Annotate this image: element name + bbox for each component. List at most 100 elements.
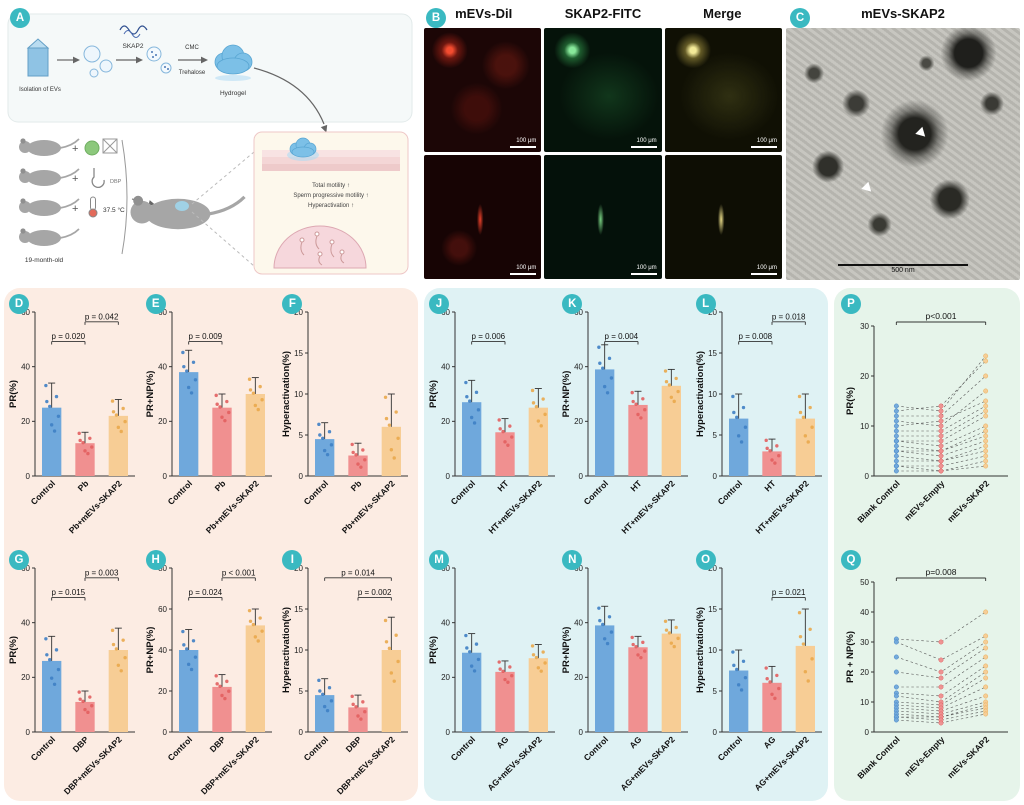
panel-n: N 0 20 40 60 PR+NP(%) Control AG AG+mEVs-SKAP2 — [559, 550, 692, 796]
svg-text:60: 60 — [441, 564, 450, 573]
svg-text:20: 20 — [441, 673, 450, 682]
svg-text:10: 10 — [708, 390, 717, 399]
svg-text:mEVs-SKAP2: mEVs-SKAP2 — [945, 734, 991, 780]
svg-text:PR(%): PR(%) — [845, 387, 856, 415]
svg-text:5: 5 — [712, 431, 717, 440]
svg-text:p = 0.024: p = 0.024 — [188, 588, 222, 597]
fluorescence-image-merge-row2: 100 μm — [664, 155, 782, 279]
mouse-icon — [18, 197, 80, 217]
pb-dbp-results-box: D 0 20 40 60 PR(%) Control Pb Pb+mEVs-SKAP2 p = … — [4, 288, 418, 801]
svg-text:p < 0.001: p < 0.001 — [222, 568, 256, 577]
svg-text:10: 10 — [860, 698, 869, 707]
fluorescence-image-fitc-row1: 100 μm — [544, 28, 662, 152]
svg-text:mEVs-Empty: mEVs-Empty — [902, 734, 946, 778]
panel-f: F 0 5 10 15 20 Hyperactivation(%) Control Pb Pb+… — [279, 294, 416, 540]
svg-text:15: 15 — [294, 349, 303, 358]
svg-text:60: 60 — [441, 308, 450, 317]
svg-text:Control: Control — [715, 734, 743, 762]
svg-text:Control: Control — [165, 734, 193, 762]
panel-label-p: P — [841, 294, 861, 314]
svg-text:DBP: DBP — [71, 734, 91, 754]
svg-text:Hyperactivation(%): Hyperactivation(%) — [695, 351, 706, 437]
panel-label-e: E — [145, 294, 166, 314]
svg-text:p = 0.014: p = 0.014 — [342, 568, 376, 577]
panel-label-k: K — [562, 294, 583, 314]
panel-c-tem: mEVs-SKAP2 500 nm — [786, 6, 1020, 282]
hydrogel-label: Hydrogel — [220, 90, 247, 97]
chart-q: 0 10 20 30 40 50 PR + NP(%) Blank Control mEVs-E… — [845, 567, 1008, 781]
lead-pellet-icon — [84, 140, 100, 156]
panel-i: I 0 5 10 15 20 Hyperactivation(%) Control DBP DB… — [279, 550, 416, 796]
plus-sign: + — [72, 203, 78, 215]
tissue-layer — [262, 157, 400, 164]
svg-text:40: 40 — [158, 646, 167, 655]
svg-text:20: 20 — [294, 308, 303, 317]
svg-text:40: 40 — [441, 618, 450, 627]
arrowhead-icon — [915, 126, 929, 141]
svg-text:40: 40 — [441, 362, 450, 371]
svg-text:p = 0.020: p = 0.020 — [52, 332, 86, 341]
svg-text:Hyperactivation(%): Hyperactivation(%) — [281, 351, 292, 437]
flow-box — [7, 13, 413, 123]
svg-text:40: 40 — [574, 362, 583, 371]
svg-text:mEVs-SKAP2: mEVs-SKAP2 — [945, 478, 991, 524]
svg-text:30: 30 — [860, 638, 869, 647]
panel-d: D 0 20 40 60 PR(%) Control Pb Pb+mEVs-SKAP2 p = … — [6, 294, 143, 540]
svg-text:Control: Control — [165, 478, 193, 506]
panel-m: M 0 20 40 60 PR(%) Control AG AG+mEVs-SKAP2 — [426, 550, 559, 796]
panel-j: J 0 20 40 60 PR(%) Control HT HT+mEVs-SKAP2 p = … — [426, 294, 559, 540]
svg-text:PR+NP(%): PR+NP(%) — [561, 627, 572, 674]
callout-line — [191, 211, 255, 267]
svg-text:DBP+mEVs-SKAP2: DBP+mEVs-SKAP2 — [62, 734, 124, 796]
fluorescence-grid: 100 μm 100 μm 100 μm 100 μm 100 μm 100 μ… — [424, 28, 782, 279]
scale-bar: 100 μm — [510, 265, 537, 275]
svg-text:0: 0 — [865, 472, 870, 481]
panel-label-m: M — [429, 550, 449, 570]
svg-text:60: 60 — [158, 605, 167, 614]
panel-p: P 0 10 20 30 PR(%) Blank Control mEVs-Empty mEV… — [838, 294, 1016, 540]
svg-text:Control: Control — [302, 478, 330, 506]
plus-sign: + — [72, 173, 78, 185]
svg-text:p = 0.009: p = 0.009 — [188, 332, 222, 341]
svg-text:Pb: Pb — [76, 478, 91, 493]
svg-text:0: 0 — [865, 728, 870, 737]
svg-text:40: 40 — [158, 362, 167, 371]
svg-text:p<0.001: p<0.001 — [926, 311, 957, 321]
epididymis-dome — [273, 225, 367, 269]
panel-o: O 0 5 10 15 20 Hyperactivation(%) Control AG AG+… — [693, 550, 826, 796]
svg-text:Blank Control: Blank Control — [855, 478, 901, 524]
tissue-layer — [262, 150, 400, 157]
svg-text:20: 20 — [860, 372, 869, 381]
svg-text:20: 20 — [158, 687, 167, 696]
arrow-icon — [201, 56, 208, 64]
pink-grid: D 0 20 40 60 PR(%) Control Pb Pb+mEVs-SKAP2 p = … — [4, 288, 418, 796]
svg-text:mEVs-Empty: mEVs-Empty — [902, 478, 946, 522]
trehalose-label: Trehalose — [179, 70, 206, 76]
panel-label-g: G — [9, 550, 29, 570]
ht-ag-results-box: J 0 20 40 60 PR(%) Control HT HT+mEVs-SKAP2 p = … — [424, 288, 828, 801]
panel-h: H 0 20 40 60 80 PR+NP(%) Control DBP DBP+mEVs-SK… — [143, 550, 280, 796]
isolation-label: Isolation of EVs — [19, 87, 61, 93]
svg-text:p = 0.018: p = 0.018 — [772, 312, 806, 321]
col-header-mevs-dii: mEVs-DiI — [455, 6, 513, 21]
svg-text:20: 20 — [158, 417, 167, 426]
chart-i: 0 5 10 15 20 Hyperactivation(%) Control DBPDBP+… — [281, 564, 409, 796]
svg-text:Hyperactivation(%): Hyperactivation(%) — [695, 607, 706, 693]
svg-text:DBP+mEVs-SKAP2: DBP+mEVs-SKAP2 — [198, 734, 260, 796]
svg-text:0: 0 — [299, 728, 304, 737]
panel-label-o: O — [695, 550, 716, 570]
svg-text:0: 0 — [446, 472, 451, 481]
green-grid: P 0 10 20 30 PR(%) Blank Control mEVs-Empty mEV… — [834, 288, 1020, 796]
svg-text:60: 60 — [158, 308, 167, 317]
svg-text:Control: Control — [582, 734, 610, 762]
svg-text:Hyperactivation(%): Hyperactivation(%) — [281, 607, 292, 693]
curved-arrow — [253, 67, 325, 125]
svg-text:Control: Control — [715, 478, 743, 506]
svg-text:DBP: DBP — [207, 734, 227, 754]
svg-text:40: 40 — [21, 362, 30, 371]
arrow-icon — [73, 56, 80, 64]
svg-text:20: 20 — [574, 673, 583, 682]
